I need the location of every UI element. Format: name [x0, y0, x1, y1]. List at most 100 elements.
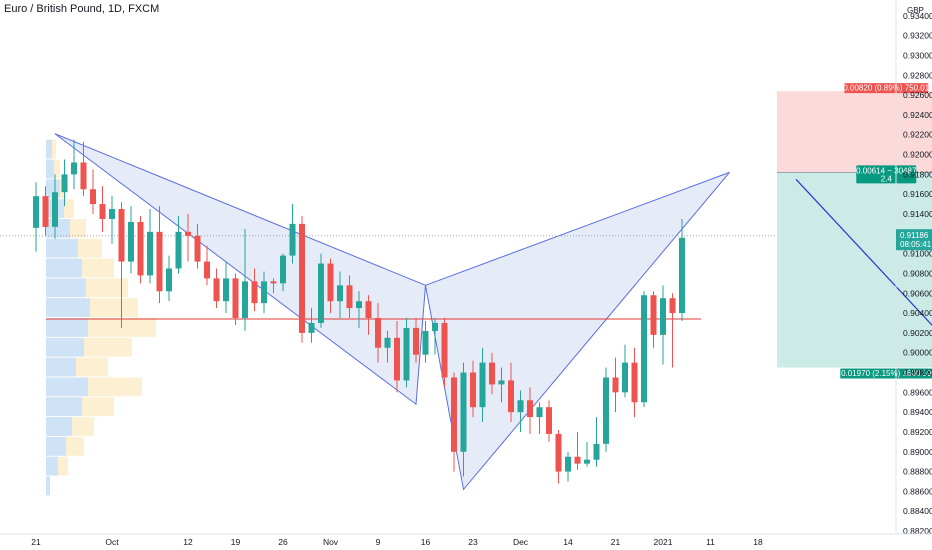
candle-body: [650, 295, 657, 335]
candle-body: [631, 362, 638, 403]
profile-row-blue: [46, 139, 52, 159]
candle-body: [441, 322, 448, 378]
price-tick-label: 0.88400: [903, 506, 932, 516]
last-price-badge-box: [896, 229, 932, 251]
price-tick-label: 0.88800: [903, 467, 932, 477]
candle-body: [679, 237, 685, 314]
candle-body: [299, 223, 305, 333]
arrow-line[interactable]: [795, 178, 932, 362]
candle-body: [232, 278, 239, 319]
pattern-xb-line: [54, 133, 426, 286]
profile-row-blue: [46, 417, 72, 436]
time-tick-label: 23: [468, 537, 478, 547]
candle-body: [109, 209, 115, 219]
candle-body: [90, 189, 96, 205]
time-axis[interactable]: 21 Oct 12 19 26 Nov 9 16 23 Dec 14 21 2021 11 18: [0, 533, 932, 547]
price-tick-label: 0.93000: [903, 50, 932, 60]
price-axis[interactable]: 0.93400 0.93200 0.93000 0.92800 0.92600 0.924…: [895, 0, 932, 536]
candle-body: [527, 400, 533, 418]
price-tick-label: 0.90800: [903, 268, 932, 278]
symbol-title: Euro / British Pound, 1D, FXCM: [4, 3, 160, 15]
candle-body: [489, 362, 495, 385]
profile-row-blue: [46, 476, 50, 496]
price-tick-label: 0.90400: [903, 308, 932, 318]
candle-body: [669, 298, 676, 314]
candle-body: [536, 407, 543, 418]
candle-body: [156, 231, 163, 292]
candle-body: [289, 223, 296, 256]
profile-row-blue: [46, 159, 54, 179]
candle-body: [242, 281, 248, 319]
candle-body: [80, 162, 87, 190]
harmonic-pattern[interactable]: [54, 133, 730, 491]
price-tick-label: 0.92200: [903, 130, 932, 140]
candle-body: [375, 318, 381, 348]
profile-row-blue: [46, 337, 84, 357]
position-tool[interactable]: 0.00820 (0.89%) 750.01 0.00614 ~ 304872.4…: [777, 83, 932, 379]
profile-row-blue: [46, 238, 78, 258]
candle-body: [555, 433, 562, 472]
price-tick-label: 0.89600: [903, 387, 932, 397]
price-tick-label: 0.92600: [903, 90, 932, 100]
candle-body: [337, 285, 343, 302]
price-tick-label: 0.93200: [903, 31, 932, 41]
time-tick-label: 16: [421, 537, 431, 547]
candle-body: [327, 263, 334, 302]
profile-row-blue: [46, 318, 88, 337]
time-tick-label: Nov: [323, 537, 339, 547]
candle-body: [71, 162, 77, 175]
profile-row-blue: [46, 397, 82, 417]
candle-body: [194, 235, 201, 262]
candle-body: [565, 456, 571, 472]
price-tick-label: 0.89400: [903, 407, 932, 417]
price-tick-label: 0.91600: [903, 189, 932, 199]
price-tick-label: 0.90200: [903, 328, 932, 338]
candle-body: [223, 278, 229, 302]
stop-label: 0.00820 (0.89%) 750.01: [843, 84, 929, 93]
profile-row-blue: [46, 357, 76, 377]
candle-body: [517, 400, 524, 413]
candle-body: [270, 281, 277, 284]
price-tick-label: 0.90000: [903, 348, 932, 358]
stop-zone[interactable]: [777, 91, 932, 173]
target-label-box: [840, 368, 932, 379]
pattern-triangle: [55, 133, 426, 405]
profile-row-blue: [46, 377, 88, 397]
candle-body: [308, 322, 315, 333]
pattern-triangle: [425, 172, 730, 490]
profile-row-blue: [46, 456, 58, 476]
price-tick-label: 0.88600: [903, 486, 932, 496]
price-tick-label: 0.91800: [903, 169, 932, 179]
candle-body: [42, 196, 49, 227]
time-tick-label: Dec: [513, 537, 529, 547]
pattern-bd-line: [425, 171, 730, 286]
time-tick-label: 9: [376, 537, 381, 547]
candle-body: [137, 221, 144, 276]
candle-body: [470, 372, 476, 408]
candle-body: [394, 337, 400, 381]
candle-body: [584, 459, 590, 464]
price-tick-label: 0.91400: [903, 209, 932, 219]
candle-body: [128, 221, 134, 262]
trend-arrow[interactable]: [795, 178, 932, 362]
candle-body: [432, 322, 438, 331]
candle-body: [356, 301, 362, 309]
horizontal-lines[interactable]: [0, 235, 896, 320]
candle-body: [479, 362, 486, 408]
time-tick-label: 26: [278, 537, 288, 547]
time-tick-label: 11: [706, 537, 715, 547]
candle-body: [280, 255, 286, 284]
candle-body: [213, 278, 220, 302]
volume-profile: [46, 139, 156, 496]
time-tick-label: 19: [231, 537, 241, 547]
profile-row-blue: [46, 436, 66, 456]
candle-body: [422, 330, 429, 355]
target-zone[interactable]: [777, 172, 932, 368]
time-tick-label: Oct: [105, 537, 119, 547]
price-tick-label: 0.88200: [903, 526, 932, 536]
time-tick-label: 2021: [654, 537, 673, 547]
candle-body: [508, 380, 514, 413]
candle-body: [318, 263, 324, 323]
profile-row-blue: [46, 278, 86, 298]
